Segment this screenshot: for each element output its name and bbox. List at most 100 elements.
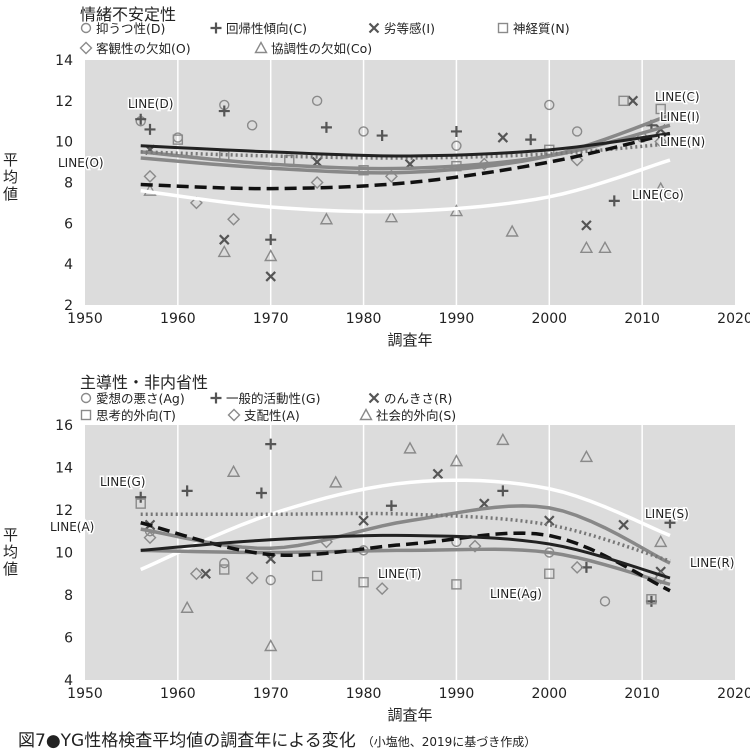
data-point [144, 123, 156, 135]
x-tick-label: 2000 [531, 686, 567, 702]
data-point [581, 220, 592, 231]
y-tick-label: 16 [55, 418, 73, 434]
line-label: LINE(O) [58, 156, 104, 170]
data-point [432, 468, 444, 480]
y-axis-label: 平均値 [3, 526, 18, 578]
legend-marker-diamond-icon [79, 41, 93, 55]
y-axis-label: 平均値 [3, 151, 18, 203]
data-point [219, 234, 230, 245]
trend-line [140, 478, 671, 572]
legend-marker-x-icon [368, 392, 380, 404]
legend-marker-x-icon [368, 22, 380, 34]
data-point [525, 134, 537, 146]
x-tick-label: 1990 [439, 311, 475, 327]
data-point [264, 639, 278, 652]
data-point [265, 234, 277, 246]
data-point [189, 196, 203, 210]
data-point [358, 126, 369, 137]
data-point [618, 95, 629, 107]
y-axis-label-char: 値 [3, 560, 18, 578]
line-label: LINE(I) [660, 110, 700, 124]
data-point [451, 579, 462, 590]
data-point [265, 438, 277, 450]
data-point [544, 99, 555, 111]
data-point [579, 240, 594, 254]
line-label: LINE(S) [645, 507, 689, 521]
legend-label: のんきさ(R) [384, 391, 452, 406]
legend-label: 社会的外向(S) [376, 408, 456, 423]
data-point [654, 181, 668, 194]
data-point [544, 568, 555, 579]
legend-marker-square-icon [80, 409, 92, 421]
line-label: LINE(Co) [632, 188, 684, 202]
data-point [310, 176, 324, 189]
data-point [189, 567, 203, 581]
legend-item: 協調性の欠如(Co) [254, 41, 372, 56]
legend-label: 劣等感(I) [384, 21, 435, 36]
line-label: LINE(R) [690, 556, 734, 570]
data-point [403, 441, 417, 454]
x-tick-label: 1950 [67, 311, 103, 327]
line-label: LINE(C) [655, 90, 700, 104]
data-point [311, 95, 323, 107]
y-axis-label-char: 値 [3, 185, 18, 203]
legend-label: 支配性(A) [244, 408, 300, 423]
trend-line [140, 511, 671, 563]
legend-item: 一般的活動性(G) [210, 391, 320, 406]
data-point [255, 487, 267, 499]
data-point [217, 244, 231, 258]
trend-line [140, 132, 671, 158]
y-tick-label: 10 [55, 546, 73, 562]
data-point [265, 271, 276, 282]
data-point [219, 564, 230, 575]
x-tick-label: 1970 [253, 311, 289, 327]
data-point [505, 224, 519, 237]
x-tick-label: 2020 [717, 311, 750, 327]
x-tick-label: 1970 [253, 686, 289, 702]
plot-area [85, 60, 735, 305]
data-point [627, 95, 639, 107]
data-point [135, 491, 147, 503]
y-tick-label: 6 [64, 216, 73, 232]
data-point [172, 134, 184, 145]
legend-marker-square-icon [497, 22, 509, 34]
data-point [227, 212, 241, 226]
legend-marker-triangle-icon [359, 408, 373, 421]
trend-line [140, 533, 671, 580]
trend-line [140, 131, 671, 191]
data-point [384, 210, 399, 223]
x-tick-label: 1950 [67, 686, 103, 702]
x-tick-label: 1960 [160, 311, 196, 327]
data-point [143, 169, 157, 183]
data-point [497, 485, 509, 497]
caption-title: 図7●YG性格検査平均値の調査年による変化 [18, 731, 356, 750]
x-tick-label: 1960 [160, 686, 196, 702]
legend-marker-triangle-icon [254, 41, 268, 54]
legend-marker-circle-icon [80, 22, 92, 34]
data-point [654, 135, 668, 149]
data-point [375, 582, 389, 596]
legend-item: 抑うつ性(D) [80, 21, 165, 36]
data-point [570, 560, 584, 574]
y-axis-label-char: 均 [3, 543, 18, 561]
legend-marker-diamond-icon [227, 408, 241, 422]
trend-line [140, 141, 671, 160]
data-point [385, 500, 397, 512]
legend-label: 愛想の悪さ(Ag) [96, 391, 185, 406]
data-point [449, 204, 464, 217]
legend-item: 社会的外向(S) [359, 408, 456, 423]
data-point [358, 577, 369, 588]
data-point [143, 531, 157, 545]
data-point [451, 140, 462, 151]
legend-item: 神経質(N) [497, 21, 570, 36]
data-point [135, 113, 147, 125]
data-point [450, 125, 462, 137]
data-point [654, 534, 668, 548]
data-point [608, 195, 620, 207]
figure-caption: 図7●YG性格検査平均値の調査年による変化 （小塩他、2019に基づき作成） [18, 731, 536, 750]
y-tick-label: 14 [55, 53, 73, 69]
legend-item: 思考的外向(T) [80, 408, 176, 423]
